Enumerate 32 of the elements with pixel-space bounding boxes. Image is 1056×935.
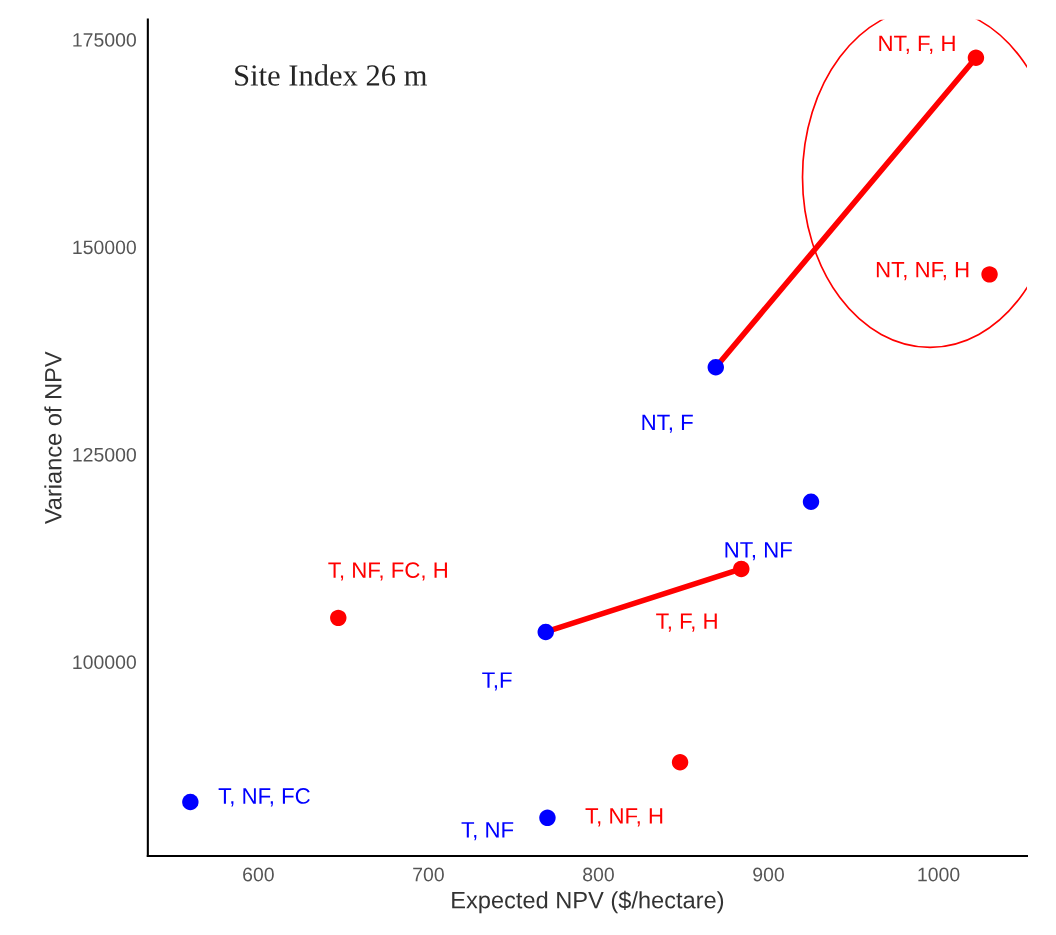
x-tick-label: 900 xyxy=(753,867,784,882)
x-tick-label: 1000 xyxy=(918,867,960,882)
y-axis-title: Variance of NPV xyxy=(44,351,62,525)
x-tick-label: 800 xyxy=(583,867,614,882)
annotation: NT, F, H xyxy=(879,35,955,54)
annotation: NT, F xyxy=(642,414,693,433)
annotation: T, NF, FC xyxy=(218,788,310,807)
annotation: T,F xyxy=(482,672,512,691)
annotation: Site Index 26 m xyxy=(235,64,427,86)
y-tick-label: 150000 xyxy=(73,240,136,255)
annotation: T, NF, H xyxy=(585,808,663,827)
x-tick-label: 600 xyxy=(243,867,274,882)
annotation: NT, NF, H xyxy=(876,262,969,281)
point xyxy=(330,609,347,627)
y-tick-label: 175000 xyxy=(73,33,136,47)
point xyxy=(539,809,556,827)
point xyxy=(802,493,820,510)
point xyxy=(967,49,985,67)
point xyxy=(707,359,724,376)
annotation: T, NF xyxy=(461,822,514,841)
annotation: NT, NF xyxy=(725,542,792,561)
x-axis-title: Expected NPV ($/hectare) xyxy=(452,890,724,914)
point xyxy=(981,266,998,283)
x-tick-label: 700 xyxy=(413,867,444,882)
point xyxy=(537,623,554,641)
point xyxy=(671,754,689,771)
point xyxy=(733,560,750,578)
y-tick-label: 100000 xyxy=(73,655,136,670)
annotation: T, F, H xyxy=(656,613,717,632)
y-tick-label: 125000 xyxy=(73,447,136,462)
point xyxy=(182,793,199,811)
annotation: T, NF, FC, H xyxy=(328,562,447,581)
